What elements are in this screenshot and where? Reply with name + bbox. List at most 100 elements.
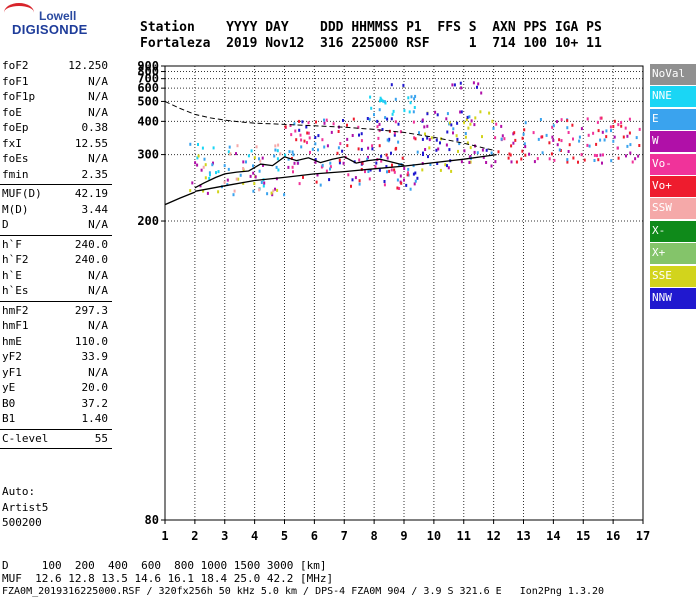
echo-dot (393, 131, 396, 135)
echo-dot (523, 128, 526, 132)
echo-dot (227, 150, 230, 154)
echo-dot (373, 113, 375, 117)
echo-dot (445, 117, 448, 121)
echo-dot (386, 138, 389, 142)
echo-dot (490, 151, 493, 155)
echo-dot (466, 115, 469, 119)
echo-dot (468, 115, 471, 119)
param-value: N/A (88, 284, 108, 297)
echo-dot (620, 124, 623, 128)
echo-dot (303, 139, 306, 143)
echo-dot (552, 124, 555, 128)
echo-dot (479, 110, 482, 114)
echo-dot (610, 129, 612, 133)
echo-dot (624, 126, 627, 130)
echo-dot (603, 138, 606, 142)
echo-dot (276, 188, 279, 192)
echo-dot (305, 125, 308, 129)
echo-dot (390, 151, 392, 155)
echo-dot (421, 168, 424, 172)
echo-dot (385, 165, 388, 169)
echo-dot (383, 180, 386, 183)
echo-dot (315, 180, 318, 184)
echo-dot (599, 153, 602, 157)
param-separator (0, 300, 112, 302)
echo-dot (352, 117, 355, 121)
echo-dot (252, 189, 255, 193)
echo-dot (258, 169, 261, 173)
echo-dot (620, 121, 623, 124)
echo-dot (262, 184, 265, 188)
echo-dot (548, 157, 551, 161)
echo-dot (360, 132, 363, 136)
footer-file-info: FZA0M_2019316225000.RSF / 320fx256h 50 k… (2, 586, 605, 597)
echo-dot (451, 83, 454, 87)
echo-dot (401, 156, 404, 160)
echo-dot (388, 137, 391, 141)
echo-dot (378, 144, 381, 148)
echo-dot (274, 144, 277, 148)
echo-dot (448, 121, 451, 125)
echo-dot (528, 152, 531, 156)
echo-dot (421, 118, 424, 122)
echo-dot (439, 141, 441, 145)
echo-dot (308, 136, 311, 140)
echo-dot (392, 109, 395, 113)
echo-dot (399, 174, 402, 178)
legend-item-nne: NNE (650, 86, 696, 108)
echo-dot (358, 158, 361, 162)
param-row: hmE 110.0 (0, 334, 112, 350)
echo-dot (276, 149, 279, 153)
param-value: 1.40 (81, 412, 109, 425)
param-row: B0 37.2 (0, 396, 112, 412)
echo-dot (596, 154, 598, 158)
param-row: C-level 55 (0, 431, 112, 447)
param-value: N/A (88, 105, 108, 119)
plot-frame (164, 65, 644, 521)
legend-item-nnw: NNW (650, 287, 696, 309)
echo-dot (446, 112, 449, 116)
param-label: hmE (2, 334, 22, 348)
echo-dot (407, 167, 410, 171)
param-label: h`E (2, 268, 22, 282)
echo-dot (586, 143, 589, 147)
param-row: B1 1.40 (0, 411, 112, 427)
param-label: h`Es (2, 284, 29, 297)
echo-dot (612, 125, 615, 128)
echo-dot (386, 170, 388, 174)
echo-dot (457, 149, 459, 153)
echo-dot (524, 121, 527, 125)
echo-dot (580, 127, 583, 131)
echo-dot (605, 135, 608, 139)
echo-dot (208, 171, 211, 175)
param-label: foE (2, 105, 22, 119)
echo-dot (490, 164, 493, 168)
legend-item-sse: SSE (650, 265, 696, 287)
echo-dot (217, 190, 220, 194)
echo-dot (497, 150, 500, 154)
param-row: MUF(D) 42.19 (0, 186, 112, 202)
echo-dot (307, 131, 310, 135)
echo-dot (274, 148, 277, 152)
echo-dot (321, 163, 324, 167)
echo-dot (572, 156, 575, 160)
footer-muf-row: MUF 12.6 12.8 13.5 14.6 16.1 18.4 25.0 4… (2, 572, 334, 585)
echo-dot (410, 95, 413, 99)
echo-dot (223, 180, 226, 184)
echo-dot (500, 137, 503, 141)
echo-dot (336, 151, 339, 155)
echo-dot (450, 169, 453, 173)
echo-dot (394, 97, 397, 101)
direction-legend: NoVal NNE E W Vo- Vo+ SSW X- X+ SSE NNW (650, 64, 696, 310)
param-row: h`Es N/A (0, 283, 112, 299)
echo-dot (459, 110, 462, 114)
echo-dot (378, 129, 381, 133)
param-value: 55 (94, 431, 108, 445)
echo-dot (209, 173, 211, 177)
echo-dot (314, 158, 317, 161)
param-row: foF1 N/A (0, 74, 112, 90)
param-value: 3.44 (81, 202, 109, 216)
echo-dot (375, 161, 378, 165)
echo-dot (364, 170, 366, 174)
param-label: foEs (2, 152, 29, 165)
